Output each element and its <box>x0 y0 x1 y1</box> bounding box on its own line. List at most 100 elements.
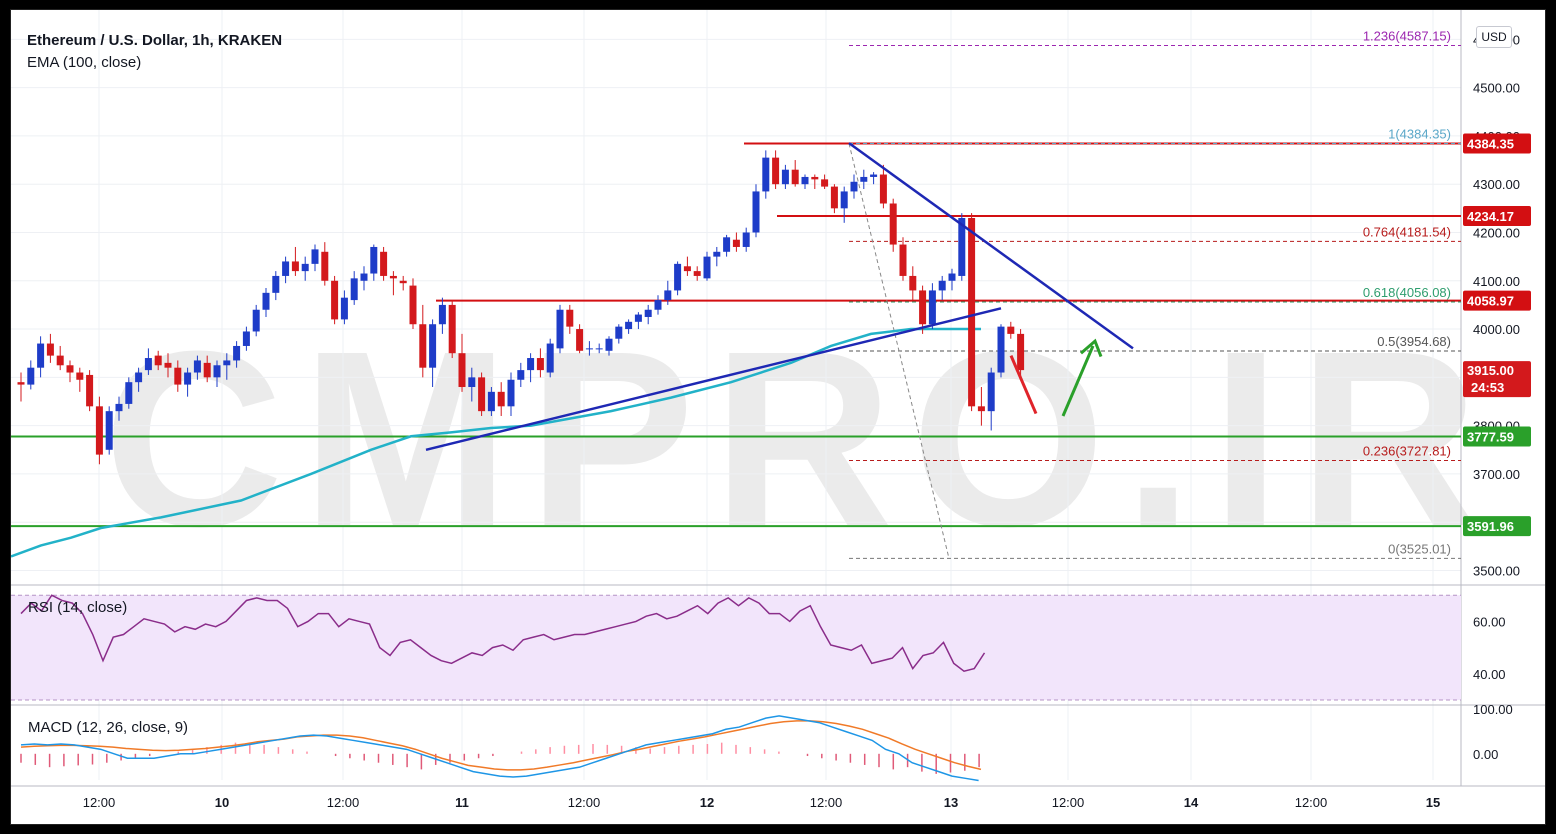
candle-body <box>693 271 701 276</box>
candle-body <box>762 157 770 192</box>
rsi-axis-label: 40.00 <box>1473 667 1506 682</box>
time-label: 13 <box>944 795 958 810</box>
candle-body <box>879 174 887 204</box>
candle-body <box>634 314 642 322</box>
symbol-title: Ethereum / U.S. Dollar, 1h, KRAKEN <box>27 32 283 49</box>
fib-anchor-line <box>848 143 950 559</box>
candle-body <box>311 249 319 264</box>
candle <box>928 283 936 330</box>
candle-body <box>772 157 780 185</box>
candle <box>634 312 642 330</box>
candle-body <box>429 324 437 368</box>
candle <box>1007 321 1015 339</box>
macd-pane-label[interactable]: MACD (12, 26, close, 9) <box>28 719 189 736</box>
candle-body <box>860 176 868 182</box>
candle <box>46 333 54 363</box>
candle <box>164 353 172 378</box>
candle-body <box>703 256 711 279</box>
candle <box>536 348 544 378</box>
candle-body <box>389 275 397 279</box>
candle <box>233 341 241 368</box>
candle-body <box>56 355 64 366</box>
chart-window: CMPRO.IR 12:00 10 12:00 11 12:00 12 12:00 13 12:0… <box>10 9 1546 825</box>
candle-body <box>821 179 829 187</box>
candle <box>713 246 721 267</box>
price-tag-label: 4384.35 <box>1467 136 1514 151</box>
bullish-arrow-head <box>1080 338 1103 358</box>
candle-body <box>674 263 682 291</box>
candle <box>203 355 211 383</box>
candle-body <box>576 329 584 351</box>
price-label: 4100.00 <box>1473 274 1520 289</box>
fib-level-label: 0.764(4181.54) <box>1363 224 1451 239</box>
candle <box>380 246 388 281</box>
price-label: 4300.00 <box>1473 177 1520 192</box>
fib-level-label: 0.5(3954.68) <box>1377 334 1451 349</box>
candle <box>899 237 907 281</box>
time-label: 12:00 <box>327 795 360 810</box>
chart-canvas[interactable]: CMPRO.IR 12:00 10 12:00 11 12:00 12 12:00 13 12:0… <box>11 10 1546 825</box>
candle-body <box>615 326 623 339</box>
candle <box>732 232 740 252</box>
currency-button[interactable]: USD <box>1476 26 1512 48</box>
candle-body <box>811 176 819 180</box>
price-tag-bg <box>1463 361 1531 398</box>
time-label: 11 <box>455 795 469 810</box>
candle <box>301 256 309 281</box>
candle-body <box>928 290 936 325</box>
time-label: 15 <box>1426 795 1440 810</box>
candle-body <box>791 169 799 185</box>
candle <box>909 266 917 301</box>
candle <box>742 227 750 252</box>
time-label: 12:00 <box>810 795 843 810</box>
candle <box>105 406 113 455</box>
candle-body <box>497 391 505 407</box>
candle-body <box>527 358 535 371</box>
candle <box>311 244 319 272</box>
candle <box>193 355 201 380</box>
candle <box>860 169 868 190</box>
candle <box>977 387 985 426</box>
fib-level-label: 1(4384.35) <box>1388 126 1451 141</box>
fib-level-label: 0.618(4056.08) <box>1363 285 1451 300</box>
candle <box>497 382 505 416</box>
candle <box>458 333 466 392</box>
candle-body <box>752 191 760 233</box>
candle <box>507 372 515 416</box>
candle-body <box>585 348 593 350</box>
candle-body <box>899 244 907 276</box>
rsi-band <box>11 595 1461 700</box>
candle-body <box>125 382 133 404</box>
candle <box>948 268 956 291</box>
price-tag-current: 3915.00 24:53 <box>1463 361 1531 398</box>
candle <box>615 324 623 344</box>
candle-body <box>46 343 54 356</box>
candle-body <box>409 285 417 325</box>
price-tag-label: 3777.59 <box>1467 429 1514 444</box>
rsi-axis-label: 60.00 <box>1473 614 1506 629</box>
candle <box>546 338 554 378</box>
candle-body <box>164 362 172 368</box>
candle <box>654 295 662 315</box>
candle-body <box>595 348 603 350</box>
candle-body <box>272 275 280 293</box>
candle <box>870 172 878 185</box>
candle <box>811 174 819 190</box>
candle <box>1017 329 1025 378</box>
rsi-line <box>20 594 986 673</box>
candle <box>184 367 192 397</box>
candle-body <box>1007 326 1015 334</box>
candle <box>125 377 133 409</box>
candle <box>399 275 407 291</box>
candle-body <box>17 382 25 385</box>
candle <box>821 174 829 190</box>
candle-body <box>448 304 456 354</box>
candle-body <box>732 239 740 247</box>
candle <box>752 184 760 238</box>
candle-body <box>105 411 113 450</box>
time-label: 12 <box>700 795 714 810</box>
ema-indicator-label[interactable]: EMA (100, close) <box>27 54 142 71</box>
rsi-pane-label[interactable]: RSI (14, close) <box>28 599 128 616</box>
candle-body <box>507 379 515 407</box>
price-tag-resistance: 4384.35 <box>1463 133 1531 154</box>
